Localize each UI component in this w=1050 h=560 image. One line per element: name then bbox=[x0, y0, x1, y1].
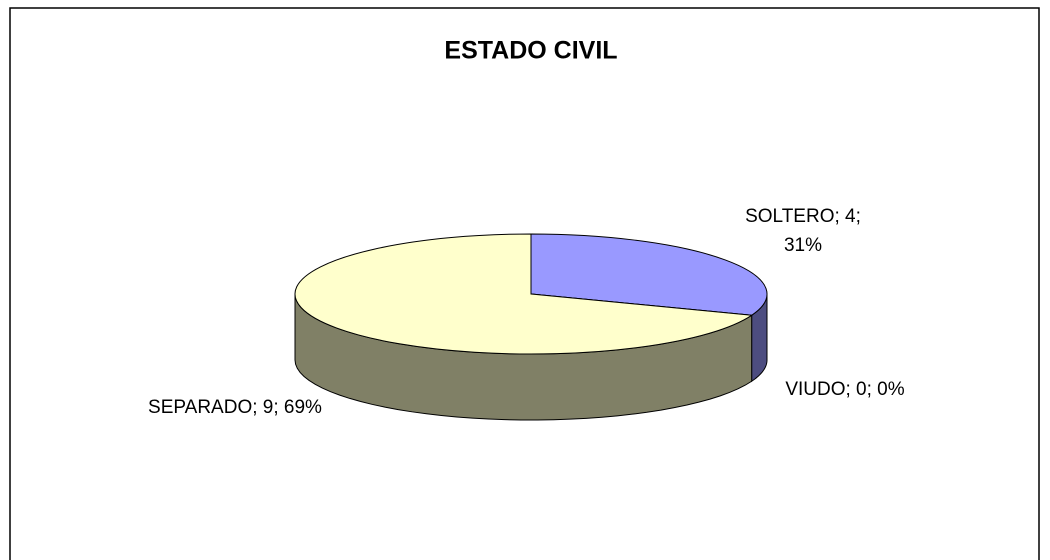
data-label: SEPARADO; 9; 69% bbox=[148, 397, 322, 418]
pie-slice bbox=[294, 233, 754, 355]
chart-title: ESTADO CIVIL bbox=[444, 37, 617, 65]
pie-slice bbox=[530, 233, 768, 316]
data-label: VIUDO; 0; 0% bbox=[785, 379, 905, 400]
data-label: SOLTERO; 4; 31% bbox=[745, 206, 861, 256]
